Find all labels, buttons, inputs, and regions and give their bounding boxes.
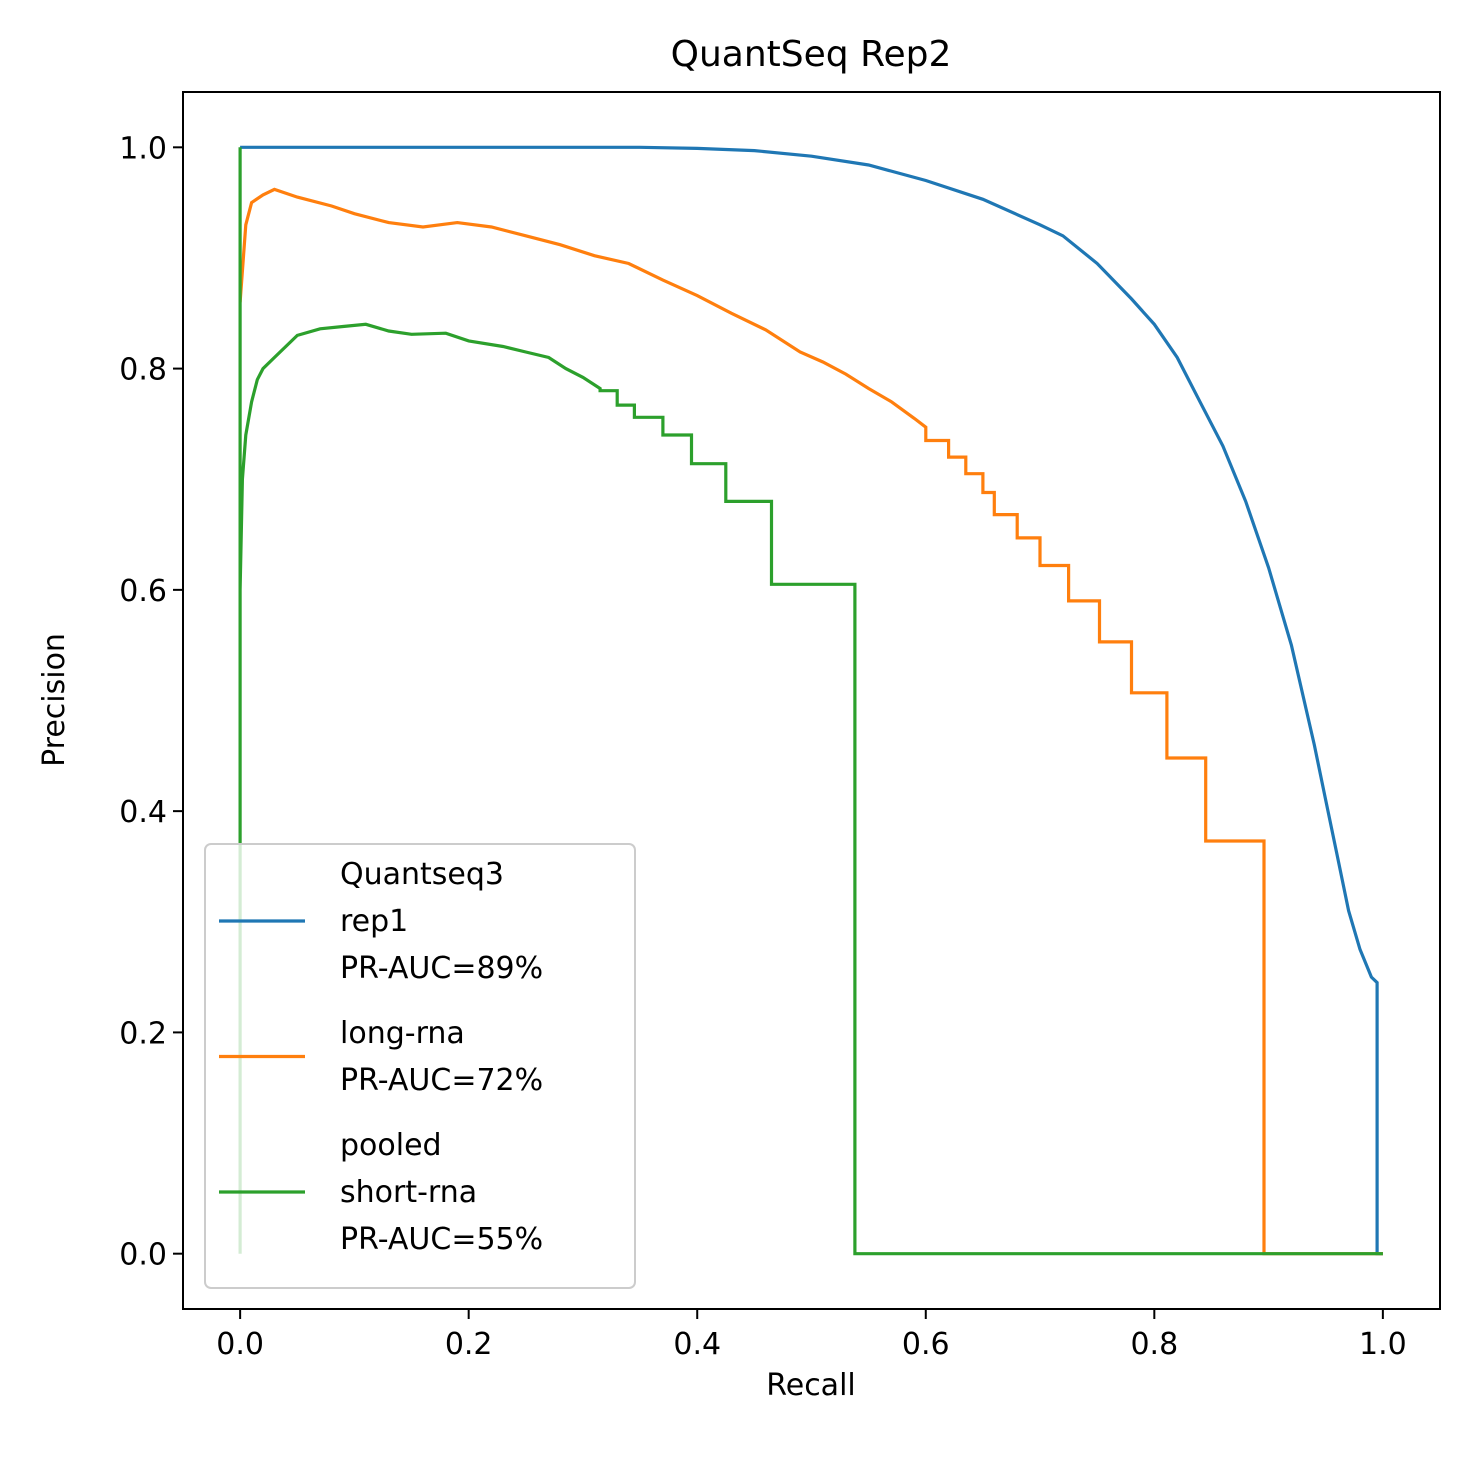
legend-item-1: Quantseq3 rep1 PR-AUC=89% [219, 857, 543, 986]
legend-label-line: PR-AUC=89% [340, 951, 543, 986]
y-tick-label: 0.0 [119, 1238, 167, 1273]
legend-item-3: pooled short-rna PR-AUC=55% [219, 1128, 543, 1257]
x-tick-label: 0.2 [445, 1327, 493, 1362]
legend-label-line: rep1 [340, 904, 408, 939]
plot-frame [182, 91, 1441, 1310]
legend-label-line: Quantseq3 [340, 857, 504, 892]
y-tick-label: 1.0 [119, 131, 167, 166]
x-tick-label: 0.6 [902, 1327, 950, 1362]
x-axis-label: Recall [766, 1368, 856, 1403]
legend-label-line: PR-AUC=72% [340, 1063, 543, 1098]
y-axis: 0.0 0.2 0.4 0.6 0.8 1.0 [119, 131, 183, 1273]
legend-label-line: PR-AUC=55% [340, 1222, 543, 1257]
legend: Quantseq3 rep1 PR-AUC=89% long-rna PR-AUC=72… [204, 843, 636, 1289]
series-layer [238, 145, 1383, 1256]
y-axis-label: Precision [37, 633, 72, 767]
y-tick-label: 0.4 [119, 795, 167, 830]
x-axis: 0.0 0.2 0.4 0.6 0.8 1.0 [216, 1309, 1407, 1362]
legend-label-line: long-rna [340, 1016, 465, 1051]
legend-label-line: short-rna [340, 1175, 477, 1210]
y-tick-label: 0.6 [119, 574, 167, 609]
y-tick-label: 0.2 [119, 1016, 167, 1051]
legend-item-2: long-rna PR-AUC=72% [219, 1016, 543, 1098]
series-line-3 [238, 147, 1383, 1256]
legend-label-line: pooled [340, 1128, 442, 1163]
x-tick-label: 0.4 [673, 1327, 721, 1362]
x-tick-label: 1.0 [1359, 1327, 1407, 1362]
y-tick-label: 0.8 [119, 353, 167, 388]
legend-box [204, 843, 636, 1289]
x-tick-label: 0.8 [1130, 1327, 1178, 1362]
series-line-2 [238, 187, 1383, 1256]
x-tick-label: 0.0 [216, 1327, 264, 1362]
chart-title: QuantSeq Rep2 [671, 34, 952, 75]
series-line-1 [240, 145, 1383, 1256]
